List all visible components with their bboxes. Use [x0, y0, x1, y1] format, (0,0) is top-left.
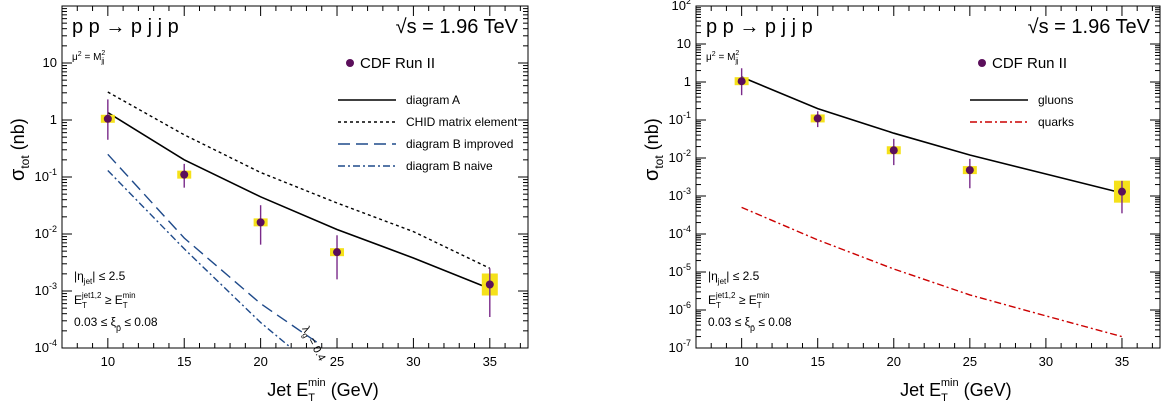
y-tick-label: 10 — [677, 36, 691, 51]
energy-label: √s = 1.96 TeV — [1028, 16, 1151, 38]
y-tick-label: 10-2 — [35, 224, 57, 241]
y-tick-label: 10-7 — [669, 338, 691, 355]
process-label: p p → p j j p — [72, 16, 179, 38]
data-point-marker — [485, 280, 494, 289]
scale-label: μ2 = M2 jj — [72, 50, 105, 65]
y-axis-title: σtot (nb) — [641, 118, 666, 181]
legend-marker-data — [978, 59, 986, 67]
x-tick-label: 20 — [253, 354, 267, 369]
legend-label-0: diagram A — [406, 93, 460, 107]
cut-et: ETjet1,2 ≥ ETmin — [708, 291, 770, 310]
energy-label: √s = 1.96 TeV — [396, 16, 519, 38]
series-line-2 — [107, 153, 323, 347]
x-tick-label: 30 — [1039, 354, 1053, 369]
legend-label-1: quarks — [1038, 115, 1074, 129]
legend-label-0: gluons — [1038, 93, 1073, 107]
legend-marker-data — [346, 59, 354, 67]
legend-label-3: diagram B naive — [406, 159, 493, 173]
y-tick-label: 102 — [672, 0, 691, 13]
x-tick-label: 35 — [483, 354, 497, 369]
x-axis-title: Jet ETmin (GeV) — [900, 377, 1012, 404]
series-line-1 — [741, 206, 1123, 338]
y-tick-label: 10-1 — [669, 110, 691, 127]
data-point-marker — [256, 218, 265, 227]
data-point-marker — [889, 146, 898, 155]
y-tick-label: 10-4 — [669, 224, 691, 241]
y-tick-label: 1 — [50, 112, 57, 127]
legend: CDF Run II diagram A CHID matrix element di… — [338, 55, 518, 173]
data-point-marker — [965, 166, 974, 175]
y-tick-label: 1 — [684, 74, 691, 89]
data-point-marker — [333, 248, 342, 257]
cut-eta: |ηjet| ≤ 2.5 — [74, 269, 126, 286]
y-tick-label: 10-6 — [669, 300, 691, 317]
cut-et: ETjet1,2 ≥ ETmin — [74, 291, 136, 310]
legend: CDF Run II gluons quarks — [970, 55, 1074, 129]
cut-xi: 0.03 ≤ ξp̄ ≤ 0.08 — [708, 315, 792, 333]
curve-label: λg = 0.4 — [297, 324, 327, 364]
y-tick-label: 10-1 — [35, 167, 57, 184]
series-line-3 — [107, 170, 292, 348]
process-label: p p → p j j p — [706, 16, 813, 38]
x-tick-label: 10 — [734, 354, 748, 369]
y-tick-label: 10-2 — [669, 148, 691, 165]
cut-eta: |ηjet| ≤ 2.5 — [708, 269, 760, 286]
series-line-0 — [741, 76, 1123, 194]
legend-label-data: CDF Run II — [360, 55, 435, 72]
series-line-0 — [107, 111, 491, 290]
x-axis-title: Jet ETmin (GeV) — [267, 377, 379, 404]
x-tick-label: 15 — [810, 354, 824, 369]
x-tick-label: 15 — [177, 354, 191, 369]
data-point-marker — [813, 114, 822, 123]
data-point-marker — [1117, 187, 1126, 196]
x-tick-label: 30 — [406, 354, 420, 369]
x-tick-label: 10 — [101, 354, 115, 369]
series-line-1 — [107, 91, 491, 269]
y-tick-label: 10-3 — [669, 186, 691, 203]
data-point-marker — [103, 114, 112, 123]
legend-label-1: CHID matrix element — [406, 115, 518, 129]
chart-panel-1: 10 15 20 25 30 35 10-4 10-3 10-2 10-1 1 10 Jet ETmin… — [7, 5, 529, 404]
data-point-marker — [180, 170, 189, 179]
legend-label-data: CDF Run II — [992, 55, 1067, 72]
x-tick-label: 35 — [1115, 354, 1129, 369]
legend-label-2: diagram B improved — [406, 137, 513, 151]
y-tick-label: 10 — [43, 55, 57, 70]
x-tick-label: 25 — [330, 354, 344, 369]
scale-label: μ2 = M2 jj — [706, 50, 739, 65]
cut-xi: 0.03 ≤ ξp̄ ≤ 0.08 — [74, 315, 158, 333]
y-tick-label: 10-4 — [35, 338, 57, 355]
plot-frame — [695, 5, 1161, 349]
y-axis-title: σtot (nb) — [7, 118, 32, 181]
x-tick-label: 20 — [887, 354, 901, 369]
y-tick-label: 10-5 — [669, 262, 691, 279]
x-tick-label: 25 — [963, 354, 977, 369]
y-tick-label: 10-3 — [35, 281, 57, 298]
chart-panel-2: 10 15 20 25 30 35 10-7 10-6 10-5 10-4 10-3 10-2 10-1… — [641, 0, 1161, 404]
data-point-marker — [737, 77, 746, 86]
